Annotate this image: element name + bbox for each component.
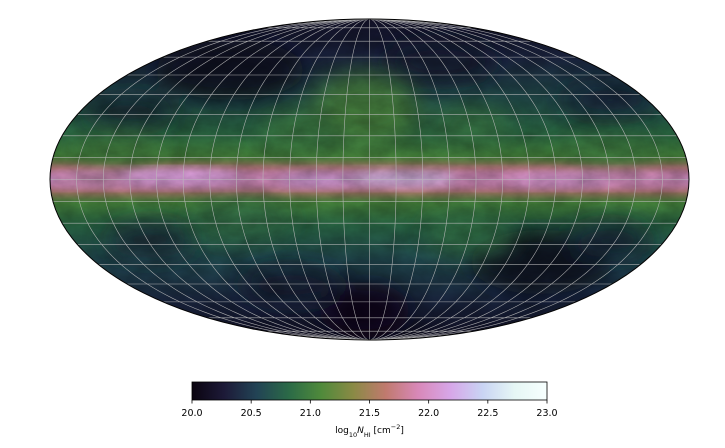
map-image bbox=[50, 19, 689, 340]
colorbar-tick-label: 22.5 bbox=[477, 408, 498, 419]
colorbar-tick-label: 23.0 bbox=[536, 408, 557, 419]
colorbar-tick-label: 20.0 bbox=[181, 408, 202, 419]
colorbar-gradient bbox=[191, 381, 548, 401]
graticule bbox=[50, 19, 689, 340]
colorbar-ticks: 20.0 20.5 21.0 21.5 22.0 22.5 23.0 bbox=[181, 400, 558, 419]
colorbar-tick-label: 22.0 bbox=[418, 408, 439, 419]
colorbar-tick-label: 20.5 bbox=[241, 408, 262, 419]
colorbar-tick-label: 21.5 bbox=[359, 408, 380, 419]
colorbar-tick-label: 21.0 bbox=[300, 408, 321, 419]
colorbar-label: log10NHI [cm−2] bbox=[335, 423, 404, 439]
map-border bbox=[49, 18, 690, 341]
